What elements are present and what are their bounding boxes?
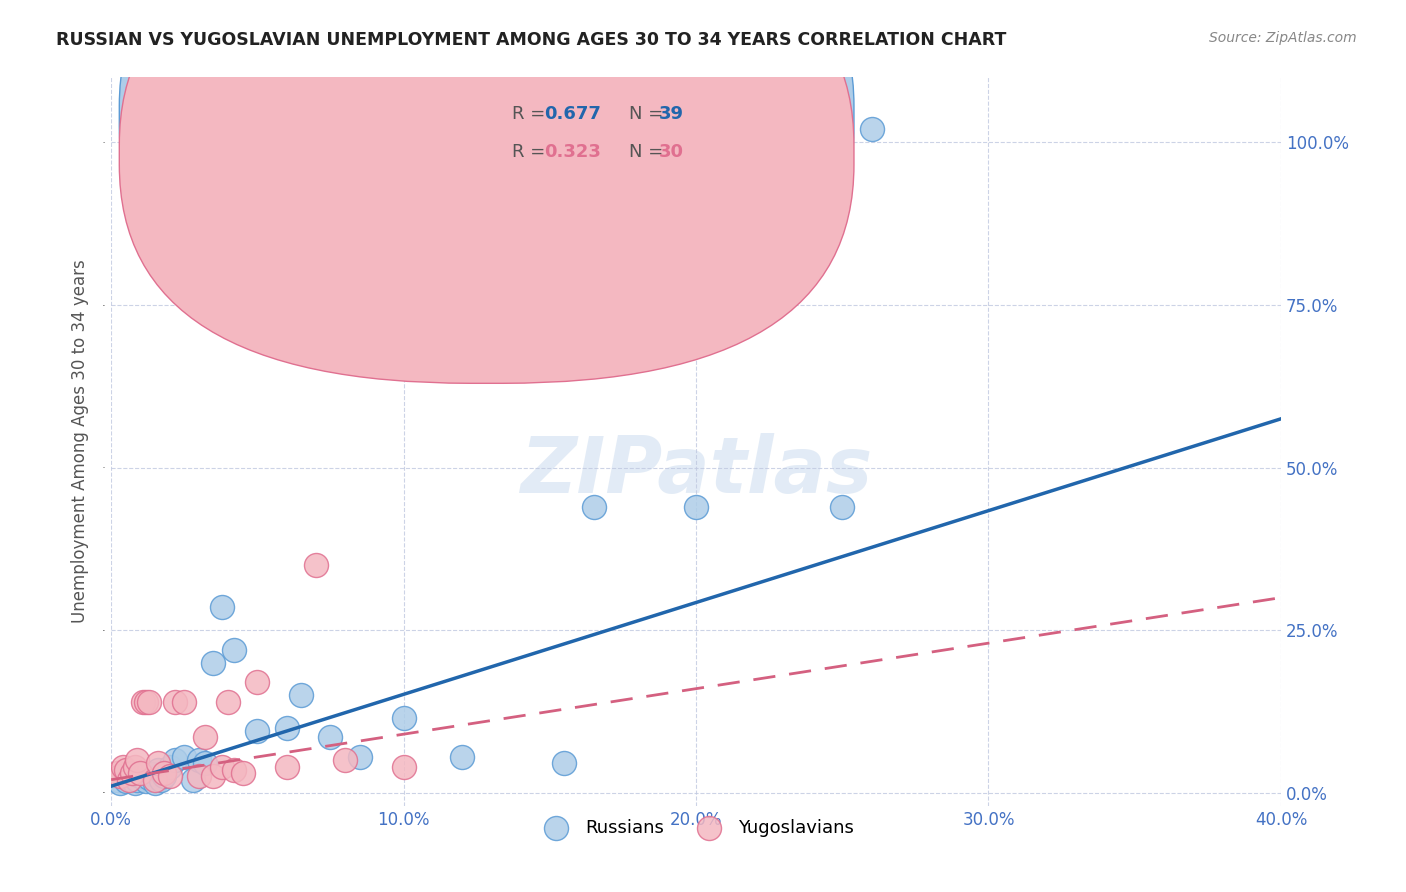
Point: [553, 756, 575, 771]
Point: [149, 772, 172, 787]
Point: [685, 500, 707, 514]
Point: [211, 600, 233, 615]
Point: [138, 695, 160, 709]
Point: [111, 769, 134, 783]
Point: [114, 763, 136, 777]
Text: R =: R =: [512, 144, 551, 161]
Point: [124, 776, 146, 790]
Point: [114, 774, 136, 789]
Point: [276, 760, 298, 774]
Point: [333, 753, 356, 767]
FancyBboxPatch shape: [120, 0, 853, 344]
Point: [276, 721, 298, 735]
Text: N =: N =: [630, 144, 669, 161]
Point: [152, 769, 174, 783]
Point: [290, 688, 312, 702]
Point: [222, 642, 245, 657]
Point: [246, 723, 269, 738]
Point: [349, 750, 371, 764]
Point: [138, 772, 160, 786]
Point: [173, 750, 195, 764]
Point: [194, 731, 217, 745]
Text: Source: ZipAtlas.com: Source: ZipAtlas.com: [1209, 31, 1357, 45]
Point: [118, 772, 141, 786]
Point: [127, 753, 149, 767]
Point: [146, 763, 169, 777]
Point: [105, 766, 128, 780]
Point: [451, 750, 474, 764]
Point: [319, 731, 342, 745]
Point: [392, 760, 415, 774]
Point: [187, 769, 209, 783]
Text: RUSSIAN VS YUGOSLAVIAN UNEMPLOYMENT AMONG AGES 30 TO 34 YEARS CORRELATION CHART: RUSSIAN VS YUGOSLAVIAN UNEMPLOYMENT AMON…: [56, 31, 1007, 49]
Point: [165, 753, 187, 767]
Point: [222, 763, 245, 777]
Point: [129, 766, 152, 780]
Point: [143, 776, 166, 790]
Y-axis label: Unemployment Among Ages 30 to 34 years: Unemployment Among Ages 30 to 34 years: [72, 260, 89, 624]
Point: [246, 675, 269, 690]
Point: [127, 772, 149, 787]
Point: [538, 343, 561, 358]
Point: [305, 558, 328, 573]
Point: [152, 766, 174, 780]
Point: [194, 756, 217, 771]
Point: [159, 760, 181, 774]
Point: [232, 766, 254, 780]
FancyBboxPatch shape: [463, 88, 778, 179]
Point: [132, 766, 155, 780]
Point: [202, 656, 225, 670]
Point: [108, 769, 131, 783]
Point: [129, 769, 152, 783]
Text: 0.323: 0.323: [544, 144, 600, 161]
Point: [121, 766, 143, 780]
Point: [217, 695, 239, 709]
Point: [111, 760, 134, 774]
Point: [181, 772, 204, 787]
Point: [135, 695, 157, 709]
Point: [121, 767, 143, 781]
Text: 0.677: 0.677: [544, 105, 600, 123]
Point: [860, 122, 883, 136]
Text: N =: N =: [630, 105, 669, 123]
Point: [124, 760, 146, 774]
Point: [143, 772, 166, 787]
Point: [392, 711, 415, 725]
Text: R =: R =: [512, 105, 551, 123]
Point: [146, 756, 169, 771]
Point: [173, 695, 195, 709]
Point: [165, 695, 187, 709]
Point: [582, 500, 605, 514]
Point: [118, 772, 141, 787]
Point: [132, 695, 155, 709]
Point: [211, 760, 233, 774]
Text: 30: 30: [658, 144, 683, 161]
Point: [202, 769, 225, 783]
Text: 39: 39: [658, 105, 683, 123]
FancyBboxPatch shape: [120, 0, 853, 384]
Point: [105, 772, 128, 787]
Text: ZIPatlas: ZIPatlas: [520, 433, 872, 508]
Point: [831, 500, 853, 514]
Point: [135, 774, 157, 789]
Point: [141, 767, 163, 781]
Point: [187, 753, 209, 767]
Point: [108, 776, 131, 790]
Point: [159, 769, 181, 783]
Legend: Russians, Yugoslavians: Russians, Yugoslavians: [531, 812, 860, 844]
